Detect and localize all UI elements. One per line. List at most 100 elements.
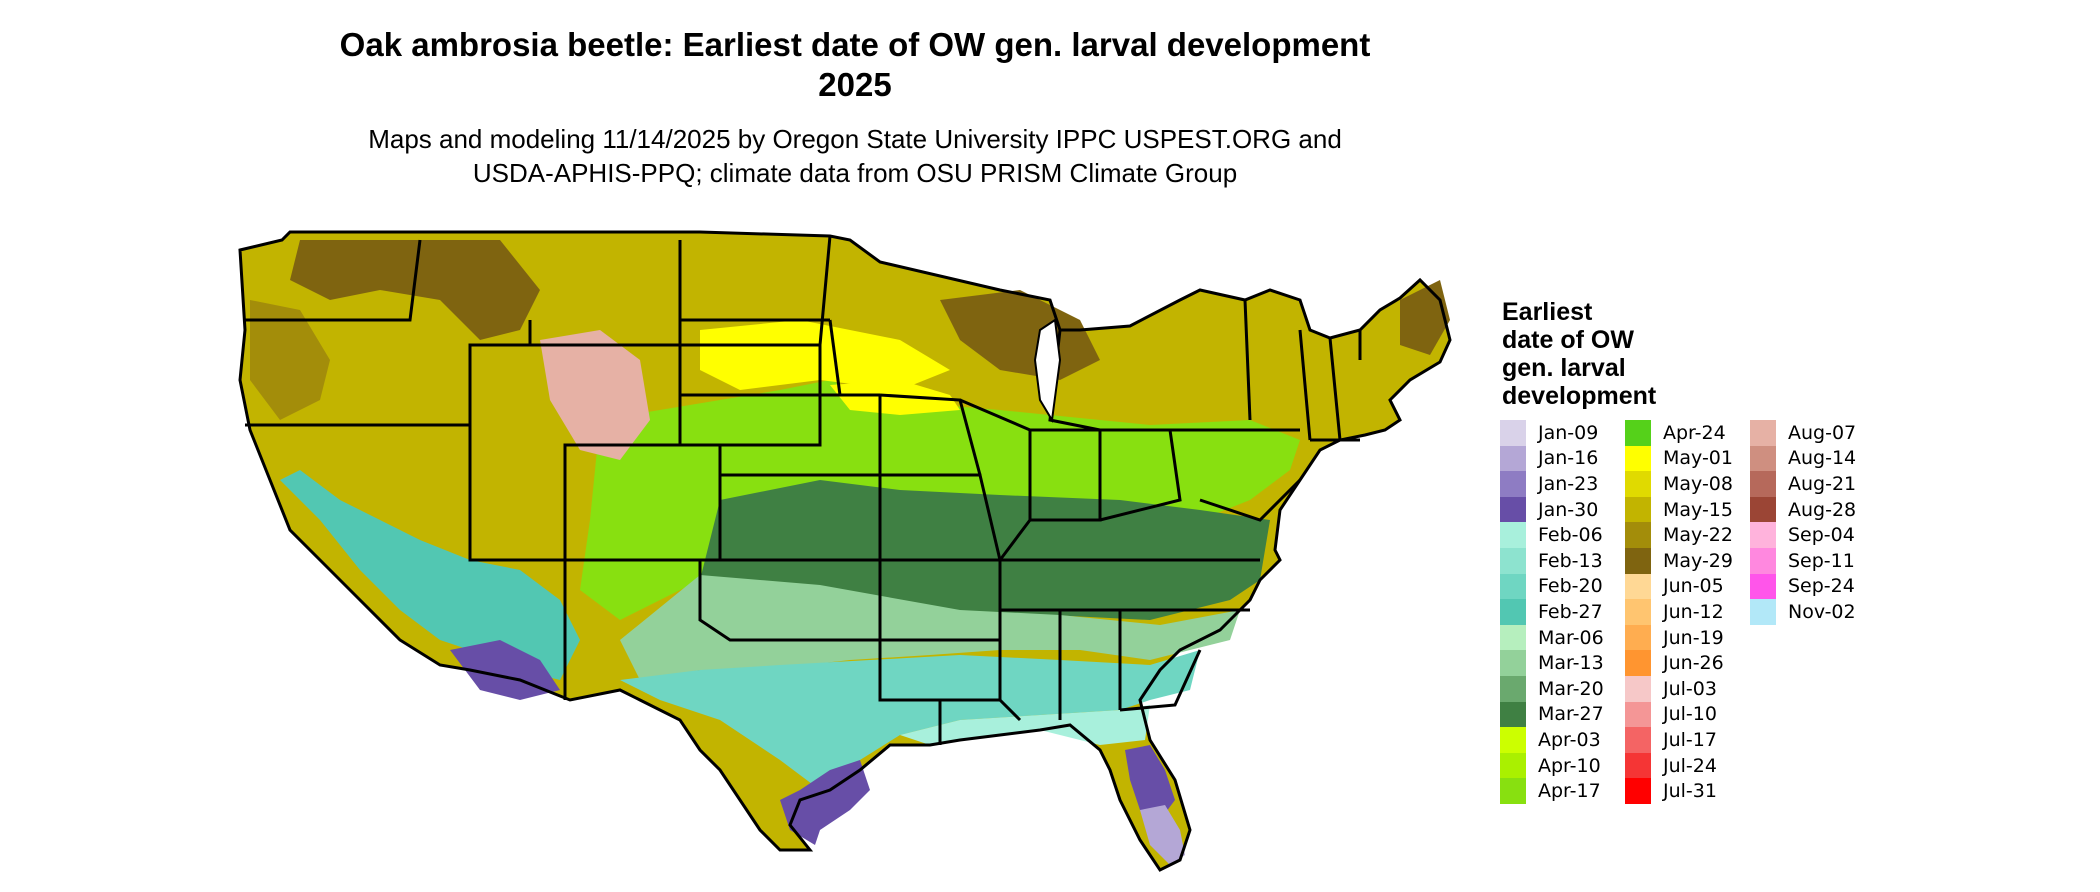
legend-swatch — [1500, 573, 1526, 600]
legend-item: Sep-24 — [1750, 573, 1870, 600]
legend-item: Jan-30 — [1500, 496, 1620, 523]
legend-title-line: gen. larval — [1502, 354, 1626, 382]
legend-swatch — [1750, 496, 1776, 523]
legend-swatch — [1500, 675, 1526, 702]
legend-swatch — [1625, 624, 1651, 651]
legend-item: Mar-06 — [1500, 624, 1620, 651]
legend-item: Mar-27 — [1500, 701, 1620, 728]
zone-green-mid — [700, 480, 1270, 620]
legend-item: Sep-04 — [1750, 522, 1870, 548]
state-borders — [238, 230, 1452, 872]
legend-swatch — [1625, 496, 1651, 523]
legend-item: Mar-13 — [1500, 650, 1620, 676]
legend-swatch — [1500, 496, 1526, 523]
legend-item: Aug-14 — [1750, 445, 1870, 472]
legend-item: Jul-03 — [1625, 675, 1745, 702]
legend-item: May-08 — [1625, 471, 1745, 497]
legend-swatch — [1625, 547, 1651, 574]
legend-label: May-29 — [1663, 549, 1733, 572]
legend-swatch — [1500, 701, 1526, 728]
legend-title-line: development — [1502, 382, 1657, 410]
legend-swatch — [1750, 420, 1776, 446]
legend-swatch — [1625, 752, 1651, 779]
legend-item: Jan-09 — [1500, 420, 1620, 446]
zone-yellow-plains — [700, 320, 950, 390]
legend-item: May-01 — [1625, 445, 1745, 472]
legend-item: Jun-12 — [1625, 599, 1745, 625]
legend-label: Feb-27 — [1538, 600, 1603, 623]
legend-label: Feb-06 — [1538, 524, 1603, 547]
legend-item: Feb-13 — [1500, 547, 1620, 574]
legend-swatch — [1750, 547, 1776, 574]
legend-label: Apr-24 — [1663, 421, 1726, 444]
zone-teal — [620, 650, 1200, 790]
legend-label: Apr-10 — [1538, 754, 1601, 777]
legend-swatch — [1625, 727, 1651, 753]
legend-label: Apr-03 — [1538, 728, 1601, 751]
legend-label: Sep-11 — [1788, 549, 1855, 572]
legend-label: May-15 — [1663, 498, 1733, 521]
lake-michigan — [1033, 318, 1062, 423]
legend-label: Jan-09 — [1538, 421, 1599, 444]
legend-swatch — [1625, 675, 1651, 702]
legend-swatch — [1750, 471, 1776, 497]
legend-label: Mar-27 — [1538, 703, 1604, 726]
legend-item: May-22 — [1625, 522, 1745, 548]
legend-item: Aug-07 — [1750, 420, 1870, 446]
legend-label: Apr-17 — [1538, 780, 1601, 803]
legend-swatch — [1500, 727, 1526, 753]
legend-column: Jan-09 Jan-16 Jan-23 Jan-30 Feb-06 Feb-13 Feb-… — [1500, 420, 1620, 804]
legend-label: Jul-17 — [1663, 728, 1717, 751]
legend-label: Sep-24 — [1788, 575, 1855, 598]
legend-swatch — [1500, 420, 1526, 446]
legend-swatch — [1750, 599, 1776, 625]
legend-item: Feb-06 — [1500, 522, 1620, 548]
map-subtitle-line2: USDA-APHIS-PPQ; climate data from OSU PR… — [472, 158, 1238, 188]
legend-item: Jun-05 — [1625, 573, 1745, 600]
map-subtitle-line1: Maps and modeling 11/14/2025 by Oregon S… — [368, 124, 1342, 154]
legend-item: Jul-24 — [1625, 752, 1745, 779]
legend-label: Jun-12 — [1663, 600, 1724, 623]
legend-label: Aug-07 — [1788, 421, 1857, 444]
legend-item: Jul-10 — [1625, 701, 1745, 728]
legend-swatch — [1625, 420, 1651, 446]
map-title-line1: Oak ambrosia beetle: Earliest date of OW… — [339, 26, 1371, 63]
legend-title-line: date of OW — [1502, 326, 1634, 354]
legend-label: Jun-19 — [1663, 626, 1724, 649]
legend-label: Aug-14 — [1788, 447, 1857, 470]
legend-label: Jul-31 — [1663, 780, 1717, 803]
legend-label: Aug-21 — [1788, 472, 1857, 495]
legend-swatch — [1625, 650, 1651, 676]
legend-item: Jul-17 — [1625, 727, 1745, 753]
legend-item: Apr-10 — [1500, 752, 1620, 779]
zone-mountain-west — [250, 300, 330, 420]
legend-swatch — [1500, 547, 1526, 574]
legend-swatch — [1750, 573, 1776, 600]
legend-label: Jun-26 — [1663, 652, 1724, 675]
legend-swatch — [1500, 522, 1526, 548]
legend-title-line: Earliest — [1502, 298, 1593, 326]
legend-item: Jul-31 — [1625, 778, 1745, 804]
legend-swatch — [1500, 445, 1526, 472]
legend-label: Nov-02 — [1788, 600, 1856, 623]
legend-label: Jul-24 — [1663, 754, 1717, 777]
legend-item: May-15 — [1625, 496, 1745, 523]
legend-label: May-08 — [1663, 472, 1733, 495]
legend-column: Aug-07 Aug-14 Aug-21 Aug-28 Sep-04 Sep-11 Sep-… — [1750, 420, 1870, 625]
legend-swatch — [1500, 624, 1526, 651]
legend-item: Aug-28 — [1750, 496, 1870, 523]
legend-label: Feb-13 — [1538, 549, 1603, 572]
legend-item: Feb-20 — [1500, 573, 1620, 600]
legend-item: Jan-16 — [1500, 445, 1620, 472]
zone-lavender-florida — [1140, 805, 1185, 865]
legend-label: Jan-23 — [1538, 472, 1599, 495]
legend-title: Earliest date of OW gen. larval developm… — [1502, 298, 1702, 410]
legend-item: Sep-11 — [1750, 547, 1870, 574]
legend-label: May-01 — [1663, 447, 1733, 470]
legend-swatch — [1625, 471, 1651, 497]
zone-purple-texas — [780, 760, 870, 845]
legend-item: Nov-02 — [1750, 599, 1870, 625]
legend-swatch — [1750, 522, 1776, 548]
legend-label: Mar-20 — [1538, 677, 1604, 700]
legend-label: Jan-16 — [1538, 447, 1599, 470]
